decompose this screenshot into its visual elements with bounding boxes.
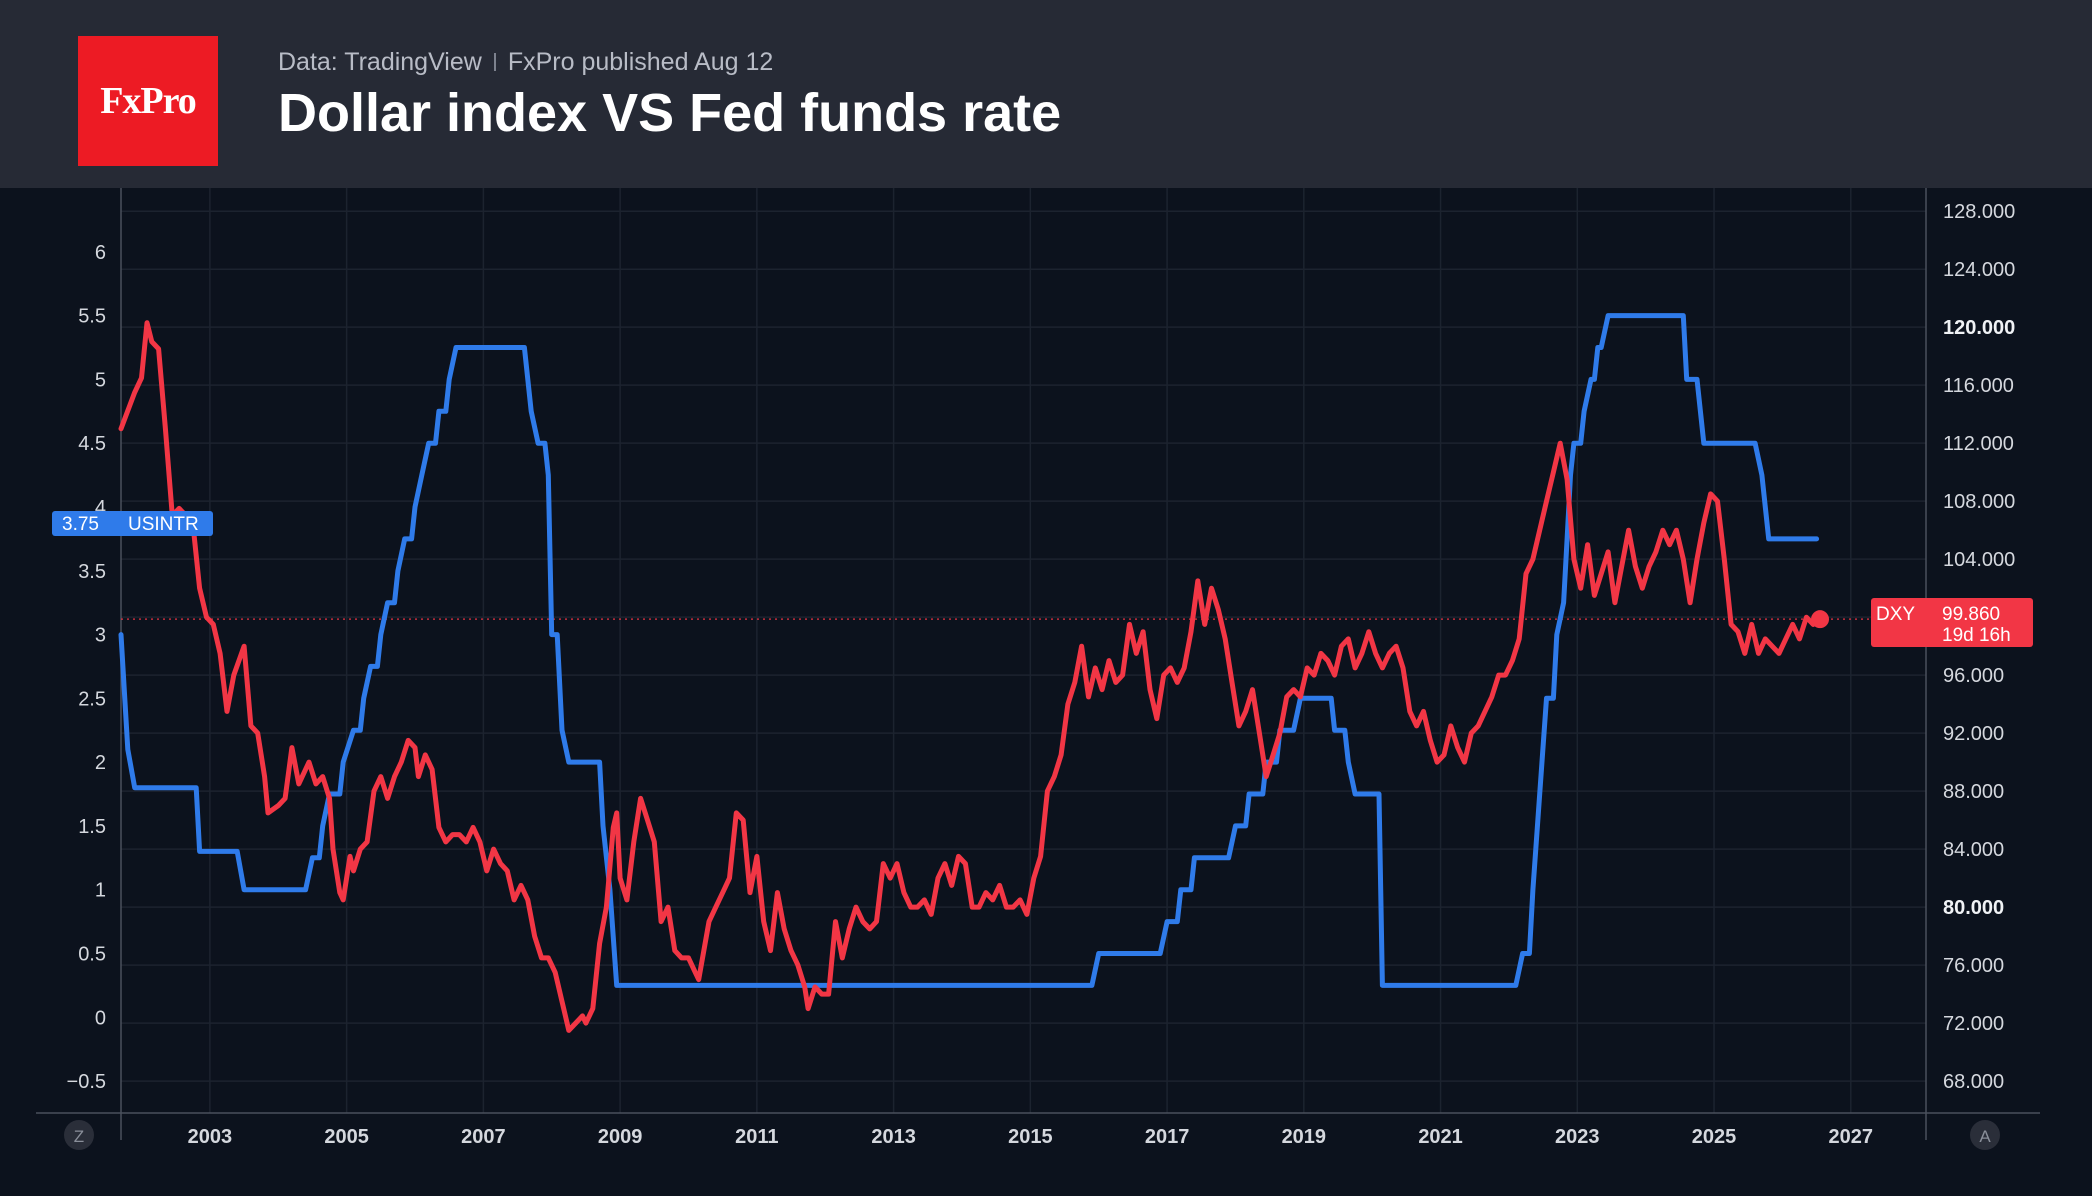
fxpro-logo: FxPro: [78, 36, 218, 166]
series-line-usintr[interactable]: [118, 313, 1820, 988]
right-tick-label: 128.000: [1943, 201, 2015, 223]
left-tick-label: 4: [95, 497, 106, 519]
x-tick-label: 2027: [1829, 1126, 1874, 1148]
right-tick-label: 72.000: [1943, 1013, 2004, 1035]
dxy-last-point: [1811, 610, 1830, 629]
left-tick-label: 3: [95, 625, 106, 647]
logo-text: FxPro: [100, 80, 197, 122]
dxy-value: 99.860: [1942, 604, 2000, 625]
grid: [121, 188, 1926, 1113]
x-tick-label: 2025: [1692, 1126, 1737, 1148]
left-tick-label: 5.5: [78, 306, 106, 328]
x-tick-label: 2015: [1008, 1126, 1053, 1148]
header: FxPro Data: TradingView FxPro published A…: [0, 0, 2092, 188]
x-tick-label: 2023: [1555, 1126, 1600, 1148]
right-tick-label: 68.000: [1943, 1071, 2004, 1093]
corner-left-label: Z: [74, 1127, 84, 1146]
left-tick-label: −0.5: [67, 1071, 106, 1093]
right-tick-label: 88.000: [1943, 781, 2004, 803]
usintr-label-bg: [52, 511, 213, 536]
dxy-label-bg: [1871, 598, 2033, 647]
subtitle: Data: TradingView FxPro published Aug 12: [278, 48, 773, 77]
x-axis-ticks: 2003 2005 2007 2009 2011 2013 2015 2017 2019 2021…: [188, 1126, 1873, 1148]
corner-right[interactable]: A: [1970, 1120, 2000, 1150]
right-tick-label: 124.000: [1943, 259, 2015, 281]
axes: [36, 188, 2040, 1140]
left-tick-label: 6: [95, 242, 106, 264]
x-tick-label: 2007: [461, 1126, 506, 1148]
left-tick-label: 1: [95, 880, 106, 902]
left-tick-label: 1.5: [78, 816, 106, 838]
x-tick-label: 2005: [324, 1126, 369, 1148]
usintr-value: 3.75: [62, 514, 99, 535]
right-tick-label: 120.000: [1943, 317, 2015, 339]
right-tick-label: 108.000: [1943, 491, 2015, 513]
data-source: Data: TradingView: [278, 48, 482, 76]
left-tick-label: 0: [95, 1007, 106, 1029]
right-tick-label: 96.000: [1943, 665, 2004, 687]
x-tick-label: 2019: [1282, 1126, 1327, 1148]
series-line-dxy[interactable]: [118, 320, 1823, 1033]
right-tick-label: 92.000: [1943, 723, 2004, 745]
right-tick-label: 112.000: [1943, 433, 2014, 455]
publisher: FxPro published Aug 12: [507, 48, 774, 76]
right-tick-label: 84.000: [1943, 839, 2004, 861]
right-tick-label: 80.000: [1943, 897, 2004, 919]
separator: [493, 53, 496, 71]
left-tick-label: 4.5: [78, 433, 106, 455]
chart[interactable]: 6 5.5 5 4.5 4 3.5 3 2.5 2 1.5 1 0.5 0 −0.5 128.000 124…: [0, 188, 2092, 1196]
usintr-label[interactable]: 3.75 USINTR: [52, 511, 213, 536]
left-tick-label: 3.5: [78, 561, 106, 583]
x-tick-label: 2021: [1418, 1126, 1463, 1148]
x-tick-label: 2011: [735, 1126, 778, 1148]
right-tick-label: 104.000: [1943, 549, 2015, 571]
left-tick-label: 2: [95, 752, 106, 774]
corner-left-bg: [64, 1120, 94, 1150]
x-tick-label: 2009: [598, 1126, 643, 1148]
left-tick-label: 5: [95, 369, 106, 391]
corner-right-label: A: [1979, 1127, 1991, 1146]
usintr-name: USINTR: [128, 514, 199, 535]
corner-right-bg: [1970, 1120, 2000, 1150]
x-tick-label: 2003: [188, 1126, 233, 1148]
right-axis-ticks: 128.000 124.000 120.000 116.000 112.000 108.0…: [1943, 201, 2015, 1093]
right-tick-label: 116.000: [1943, 375, 2014, 397]
dxy-label[interactable]: DXY 99.860 19d 16h: [1871, 598, 2033, 647]
left-tick-label: 0.5: [78, 944, 106, 966]
left-tick-label: 2.5: [78, 688, 106, 710]
dxy-name: DXY: [1876, 604, 1915, 625]
right-tick-label: 76.000: [1943, 955, 2004, 977]
page-title: Dollar index VS Fed funds rate: [278, 83, 1062, 143]
x-tick-label: 2017: [1145, 1126, 1190, 1148]
x-tick-label: 2013: [871, 1126, 916, 1148]
dxy-countdown: 19d 16h: [1942, 625, 2011, 646]
left-axis-ticks: 6 5.5 5 4.5 4 3.5 3 2.5 2 1.5 1 0.5 0 −0.5: [67, 242, 106, 1093]
corner-left[interactable]: Z: [64, 1120, 94, 1150]
